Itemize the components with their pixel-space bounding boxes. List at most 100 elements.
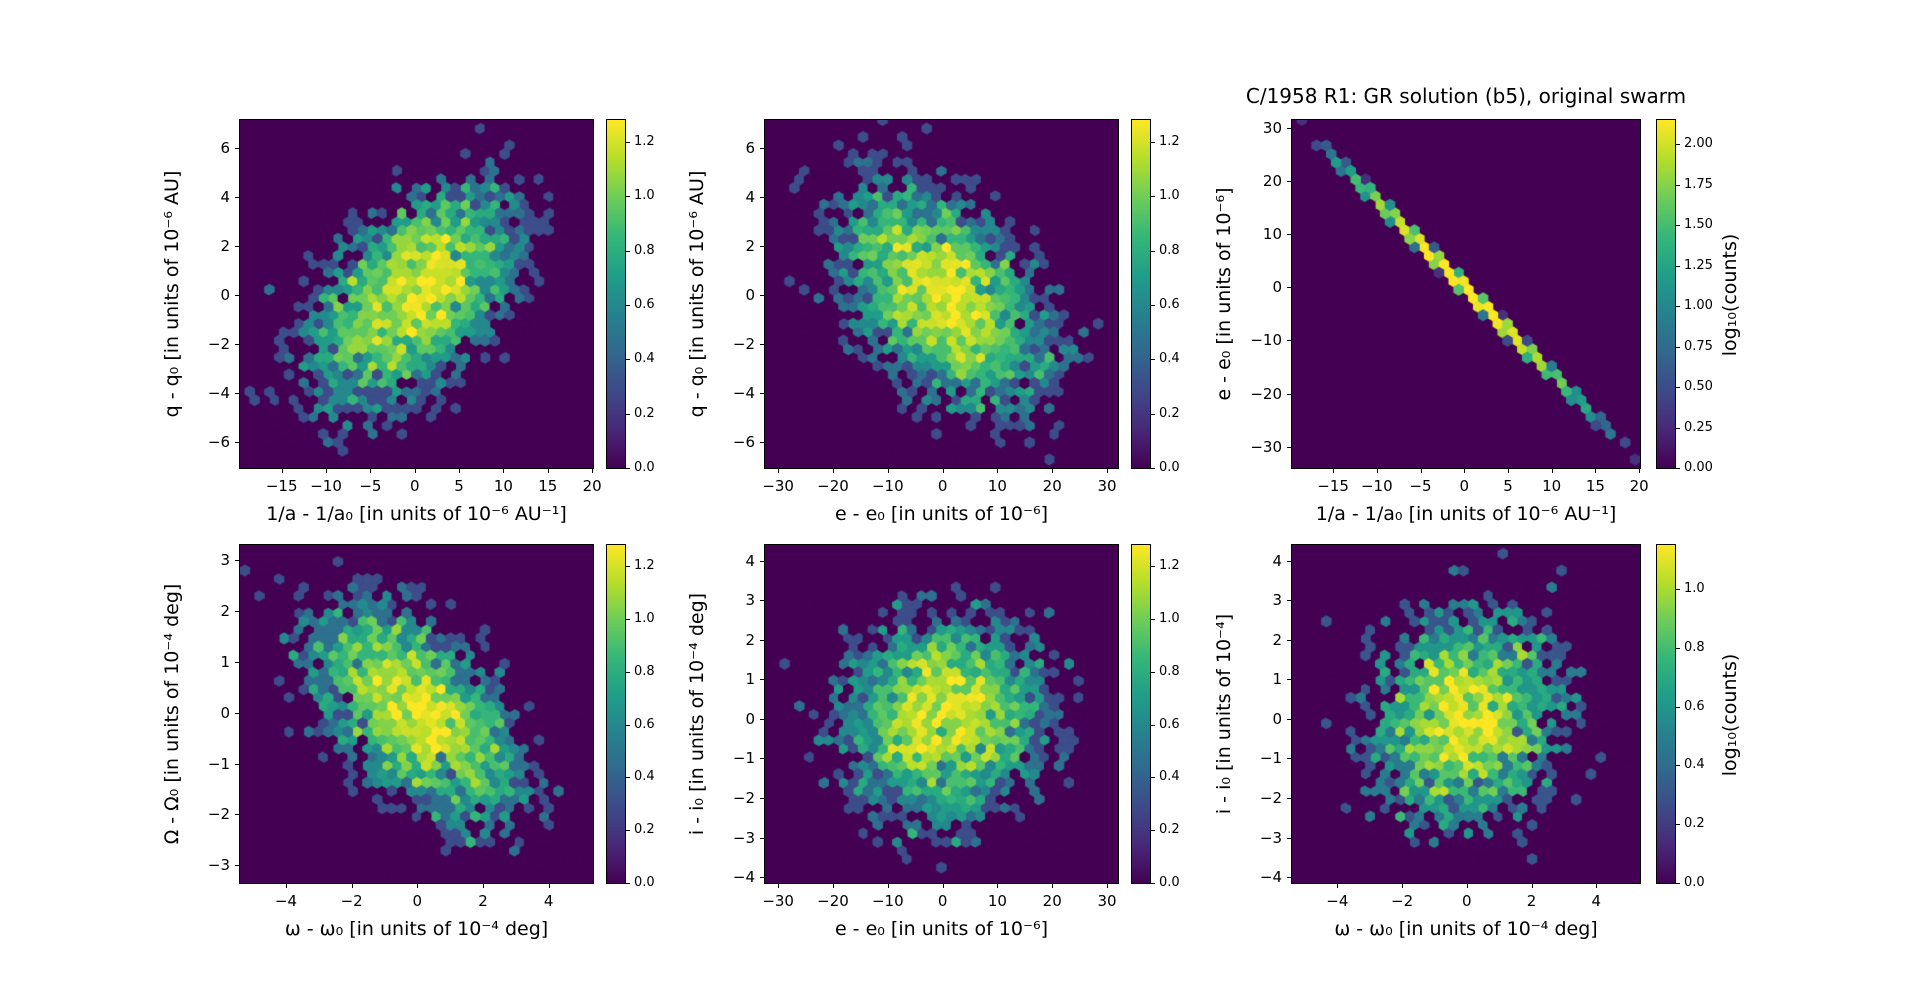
colorbar-tick-label: 0.0 [1159,875,1180,890]
x-tick [888,469,889,473]
colorbar-tick-label: 1.0 [634,188,655,204]
y-tick [235,662,239,663]
x-tick [1552,469,1553,473]
x-tick-label: −20 [817,477,849,495]
x-tick-label: −30 [762,477,794,495]
hexbin-plot-canvas [239,544,594,884]
y-tick [760,719,764,720]
y-tick [235,764,239,765]
y-tick [760,798,764,799]
colorbar-tick-label: 1.2 [1159,133,1180,149]
x-tick-label: 5 [1503,477,1513,495]
y-tick [1287,287,1291,288]
x-axis-label: e - e₀ [in units of 10⁻⁶] [834,918,1049,940]
y-tick [1287,600,1291,601]
colorbar-tick [1676,144,1680,145]
colorbar-tick-label: 1.75 [1684,176,1713,192]
x-tick-label: 10 [493,477,513,495]
y-tick [235,713,239,714]
x-tick [1595,469,1596,473]
y-tick-label: 30 [1262,118,1282,137]
y-tick-label: 0 [1272,278,1282,297]
y-tick [760,246,764,247]
hexbin-plot-canvas [764,119,1119,469]
x-tick-label: 10 [987,892,1007,910]
x-tick-label: 4 [543,892,554,910]
y-tick-label: −3 [207,856,230,875]
y-tick [1287,447,1291,448]
colorbar-tick-label: 0.50 [1684,379,1713,395]
y-tick-label: −1 [207,754,230,773]
y-tick-label: −4 [1259,868,1282,887]
colorbar-tick [1151,883,1155,884]
y-axis-label: q - q₀ [in units of 10⁻⁶ AU] [686,170,708,418]
y-tick-label: 10 [1262,225,1282,244]
colorbar-tick [1151,468,1155,469]
y-tick [760,148,764,149]
y-tick [235,865,239,866]
x-tick-label: 0 [409,477,420,495]
y-tick-label: 0 [745,709,755,728]
y-tick-label: 0 [220,286,230,305]
y-tick-label: 2 [220,237,230,256]
colorbar-tick [1151,196,1155,197]
colorbar-tick-label: 1.0 [1684,581,1705,597]
x-tick-label: 10 [1542,477,1562,495]
y-tick-label: 6 [220,139,230,158]
colorbar-tick [1676,468,1680,469]
x-tick [415,469,416,473]
colorbar-tick-label: 1.25 [1684,257,1713,273]
y-tick [235,344,239,345]
colorbar-tick-label: 0.8 [1684,639,1705,655]
x-tick [943,469,944,473]
x-tick [888,884,889,888]
colorbar-tick [1676,185,1680,186]
colorbar-tick-label: 1.0 [634,610,655,626]
y-tick-label: 4 [1272,551,1282,570]
colorbar-tick [1676,266,1680,267]
x-tick [943,884,944,888]
colorbar-tick-label: 0.8 [634,242,655,258]
y-tick-label: 1 [1272,670,1282,689]
y-tick-label: 2 [1272,630,1282,649]
x-tick-label: 4 [1591,892,1602,910]
y-tick [1287,340,1291,341]
colorbar-tick-label: 0.6 [634,296,655,312]
x-tick [483,884,484,888]
x-tick-label: −10 [871,892,904,910]
colorbar-tick [1676,306,1680,307]
y-tick-label: −6 [732,433,755,452]
x-tick-label: −5 [1409,477,1432,495]
colorbar-tick [1676,347,1680,348]
x-tick [1402,884,1403,888]
x-axis-label: 1/a - 1/a₀ [in units of 10⁻⁶ AU⁻¹] [1315,503,1617,525]
y-tick-label: −4 [732,384,755,403]
colorbar-tick-label: 0.4 [634,769,655,785]
colorbar-tick [626,305,630,306]
y-tick-label: 1 [745,670,755,689]
hexbin-plot-canvas [764,544,1119,884]
colorbar-tick-label: 0.4 [1159,351,1180,367]
hexbin-plot-canvas [239,119,594,469]
y-tick-label: −2 [207,335,230,354]
y-tick [760,393,764,394]
colorbar [1131,119,1151,469]
y-tick-label: −10 [1250,331,1282,350]
y-tick [760,877,764,878]
colorbar-tick-label: 2.00 [1684,136,1713,152]
y-tick-label: −2 [207,805,230,824]
y-tick [760,295,764,296]
y-axis-label: Ω - Ω₀ [in units of 10⁻⁴ deg] [161,583,183,845]
x-tick [1532,884,1533,888]
y-tick-label: −1 [732,749,755,768]
y-tick [760,442,764,443]
colorbar-tick [626,251,630,252]
y-tick [1287,561,1291,562]
colorbar-tick [626,777,630,778]
y-tick-label: −1 [1259,749,1282,768]
colorbar-tick-label: 0.0 [1684,875,1705,890]
y-tick [235,246,239,247]
x-tick [833,884,834,888]
x-tick-label: 0 [412,892,423,910]
x-tick [592,469,593,473]
